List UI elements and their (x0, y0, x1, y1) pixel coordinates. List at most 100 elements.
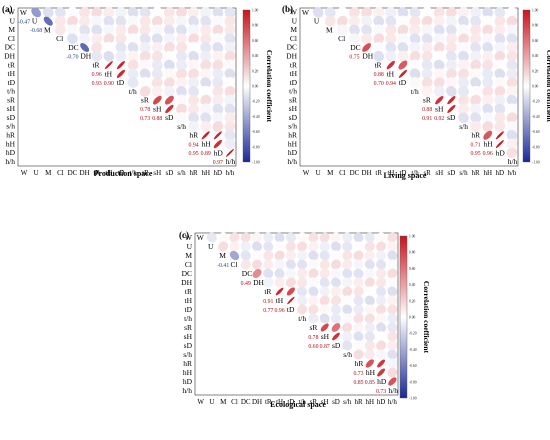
correlation-ellipse (308, 295, 319, 306)
row-label: t/h (184, 314, 192, 323)
correlation-ellipse (506, 103, 518, 115)
correlation-ellipse (103, 33, 115, 45)
correlation-ellipse (188, 33, 199, 45)
correlation-ellipse (373, 33, 385, 45)
correlation-ellipse (494, 94, 506, 106)
correlation-ellipse (176, 33, 187, 45)
colorbar-tick-label: -0.60 (532, 130, 540, 134)
column-label: sD (447, 169, 455, 177)
correlation-ellipse (385, 15, 397, 27)
correlation-ellipse (482, 7, 494, 18)
correlation-ellipse (364, 313, 375, 324)
value-label: 0.77 (263, 308, 273, 314)
correlation-ellipse (446, 86, 457, 97)
correlation-ellipse (224, 112, 236, 124)
row-label: tH (185, 296, 193, 305)
correlation-ellipse (252, 241, 263, 252)
correlation-ellipse (319, 250, 330, 261)
colorbar-tick-label: 0.20 (532, 69, 538, 73)
column-label: W (197, 398, 204, 406)
colorbar-tick-label: 0.40 (409, 283, 415, 287)
correlation-ellipse (433, 33, 445, 45)
row-label: tR (185, 287, 192, 296)
correlation-ellipse (297, 250, 308, 261)
value-label: 0.49 (241, 281, 251, 287)
correlation-ellipse (373, 6, 385, 18)
correlation-ellipse (176, 50, 187, 62)
correlation-ellipse (115, 33, 127, 45)
correlation-ellipse (91, 42, 103, 53)
correlation-ellipse (387, 295, 398, 306)
diagonal-label: sD (447, 113, 456, 122)
correlation-ellipse (385, 6, 397, 18)
correlation-ellipse (151, 15, 163, 27)
correlation-ellipse (212, 50, 224, 62)
row-label: t/h (289, 87, 297, 96)
row-label: tR (290, 60, 297, 69)
correlation-ellipse (470, 6, 482, 18)
correlation-ellipse (296, 232, 308, 243)
diagonal-label: sD (332, 341, 341, 350)
correlation-ellipse (103, 15, 115, 27)
correlation-ellipse (188, 94, 200, 106)
correlation-ellipse (433, 77, 445, 88)
column-label: sR (141, 169, 149, 177)
column-label: tH (387, 169, 394, 177)
value-label: -0.41 (217, 263, 229, 269)
correlation-ellipse (188, 24, 200, 36)
correlation-ellipse (297, 304, 308, 315)
correlation-ellipse (79, 15, 91, 27)
row-label: Cl (8, 34, 15, 43)
correlation-ellipse (342, 232, 353, 243)
correlation-ellipse (397, 7, 409, 18)
correlation-ellipse (240, 241, 251, 252)
colorbar-tick-label: -0.20 (532, 100, 540, 104)
correlation-ellipse (176, 86, 187, 97)
row-label: h/h (287, 157, 297, 166)
correlation-ellipse (224, 86, 236, 97)
correlation-ellipse (212, 121, 224, 132)
correlation-ellipse (458, 77, 469, 89)
correlation-ellipse (330, 241, 341, 252)
correlation-ellipse (376, 340, 387, 351)
diagonal-label: t/h (298, 314, 306, 323)
diagonal-label: t/h (411, 87, 419, 96)
correlation-ellipse (127, 50, 139, 62)
column-label: W (21, 169, 28, 177)
matrix-frame (194, 232, 399, 396)
column-label: hD (496, 169, 505, 177)
correlation-ellipse (362, 43, 372, 52)
correlation-ellipse (364, 232, 375, 243)
correlation-ellipse (349, 6, 360, 18)
correlation-ellipse (163, 68, 175, 80)
correlation-ellipse (336, 6, 348, 18)
correlation-ellipse (470, 121, 482, 132)
colorbar-tick-label: -0.40 (409, 348, 417, 352)
correlation-ellipse (482, 112, 494, 124)
correlation-ellipse (470, 15, 482, 27)
colorbar-tick-label: 0.80 (532, 24, 538, 28)
correlation-ellipse (457, 41, 470, 54)
diagonal-label: sH (153, 104, 162, 113)
column-label: h/h (507, 169, 516, 177)
correlation-ellipse (188, 50, 199, 62)
correlation-ellipse (373, 24, 385, 36)
correlation-ellipse (319, 268, 330, 279)
colorbar-tick-label: -0.40 (532, 115, 540, 119)
row-label: sR (289, 95, 297, 104)
value-label: 0.96 (275, 308, 285, 314)
correlation-ellipse (361, 24, 372, 36)
correlation-ellipse (342, 259, 353, 270)
correlation-ellipse (348, 33, 361, 45)
correlation-ellipse (398, 69, 408, 78)
value-label: 0.91 (263, 299, 273, 305)
correlation-ellipse (494, 6, 506, 18)
correlation-ellipse (224, 138, 236, 150)
column-label: tD (117, 169, 124, 177)
value-label: 0.78 (308, 335, 318, 341)
correlation-ellipse (506, 112, 518, 124)
row-label: W (185, 233, 193, 242)
column-label: DH (252, 398, 262, 406)
row-label: M (290, 25, 297, 34)
